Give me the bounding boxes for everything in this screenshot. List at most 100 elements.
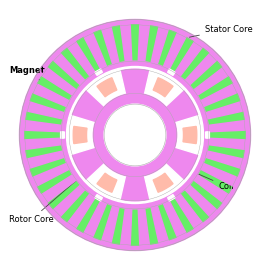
Wedge shape — [144, 70, 184, 107]
Wedge shape — [183, 183, 217, 217]
Text: Rotor Core: Rotor Core — [9, 161, 99, 224]
Wedge shape — [68, 42, 97, 79]
Wedge shape — [205, 132, 210, 138]
Wedge shape — [93, 30, 113, 68]
Wedge shape — [26, 144, 64, 159]
Wedge shape — [174, 115, 202, 155]
Wedge shape — [153, 78, 173, 97]
Wedge shape — [120, 25, 132, 65]
Wedge shape — [37, 76, 74, 102]
Text: Magnet: Magnet — [9, 66, 45, 80]
Wedge shape — [144, 26, 159, 64]
Wedge shape — [168, 195, 175, 201]
Wedge shape — [205, 138, 245, 150]
Wedge shape — [111, 206, 126, 244]
Wedge shape — [166, 76, 170, 80]
Wedge shape — [68, 191, 97, 228]
Wedge shape — [197, 84, 237, 108]
Wedge shape — [144, 163, 184, 200]
Wedge shape — [191, 68, 228, 97]
Wedge shape — [30, 93, 68, 113]
Wedge shape — [25, 120, 65, 132]
Wedge shape — [37, 168, 74, 194]
Wedge shape — [157, 202, 177, 240]
Text: Stator Core: Stator Core — [190, 25, 253, 37]
Wedge shape — [168, 196, 194, 233]
Wedge shape — [207, 130, 245, 140]
Wedge shape — [76, 196, 102, 233]
Wedge shape — [95, 195, 102, 201]
Wedge shape — [130, 207, 140, 245]
Wedge shape — [173, 191, 202, 228]
Wedge shape — [33, 162, 73, 186]
Circle shape — [61, 61, 209, 209]
Wedge shape — [202, 102, 243, 120]
Wedge shape — [196, 76, 233, 102]
Wedge shape — [100, 190, 104, 194]
Wedge shape — [197, 162, 237, 186]
Wedge shape — [206, 144, 244, 159]
Wedge shape — [95, 69, 102, 75]
Wedge shape — [84, 197, 108, 237]
Wedge shape — [205, 120, 245, 132]
Wedge shape — [179, 48, 210, 82]
Wedge shape — [144, 206, 159, 244]
Wedge shape — [206, 111, 244, 126]
Wedge shape — [60, 48, 91, 82]
Wedge shape — [53, 53, 87, 87]
Wedge shape — [53, 183, 87, 217]
Wedge shape — [191, 173, 228, 202]
Wedge shape — [168, 37, 194, 74]
Wedge shape — [188, 60, 222, 91]
Wedge shape — [84, 33, 108, 73]
Circle shape — [19, 19, 251, 251]
Circle shape — [66, 66, 204, 204]
Wedge shape — [183, 53, 217, 87]
Wedge shape — [199, 133, 202, 137]
Wedge shape — [86, 70, 126, 107]
Wedge shape — [188, 179, 222, 210]
Wedge shape — [166, 190, 170, 194]
Wedge shape — [150, 202, 168, 243]
Wedge shape — [97, 78, 117, 97]
Wedge shape — [42, 68, 79, 97]
Wedge shape — [60, 132, 65, 138]
Wedge shape — [102, 27, 120, 68]
Wedge shape — [202, 93, 240, 113]
Wedge shape — [162, 33, 186, 73]
Wedge shape — [153, 173, 173, 192]
Wedge shape — [97, 173, 117, 192]
Wedge shape — [162, 197, 186, 237]
Wedge shape — [100, 76, 104, 80]
Wedge shape — [60, 188, 91, 222]
Wedge shape — [111, 26, 126, 64]
Wedge shape — [73, 126, 87, 144]
Circle shape — [69, 69, 201, 201]
Wedge shape — [42, 173, 79, 202]
Wedge shape — [26, 111, 64, 126]
Wedge shape — [138, 205, 150, 245]
Wedge shape — [93, 202, 113, 240]
Circle shape — [104, 104, 166, 166]
Wedge shape — [202, 150, 243, 168]
Wedge shape — [102, 202, 120, 243]
Wedge shape — [168, 69, 175, 75]
Wedge shape — [25, 130, 63, 140]
Wedge shape — [68, 115, 96, 155]
Wedge shape — [196, 168, 233, 194]
Wedge shape — [183, 126, 197, 144]
Wedge shape — [68, 133, 71, 137]
Wedge shape — [76, 37, 102, 74]
Text: Coil: Coil — [180, 166, 234, 191]
Wedge shape — [48, 60, 82, 91]
Wedge shape — [30, 157, 68, 177]
Wedge shape — [27, 150, 68, 168]
Wedge shape — [179, 188, 210, 222]
Wedge shape — [25, 138, 65, 150]
Circle shape — [93, 93, 177, 177]
Wedge shape — [27, 102, 68, 120]
Wedge shape — [33, 84, 73, 108]
Wedge shape — [150, 27, 168, 68]
Wedge shape — [48, 179, 82, 210]
Wedge shape — [138, 25, 150, 65]
